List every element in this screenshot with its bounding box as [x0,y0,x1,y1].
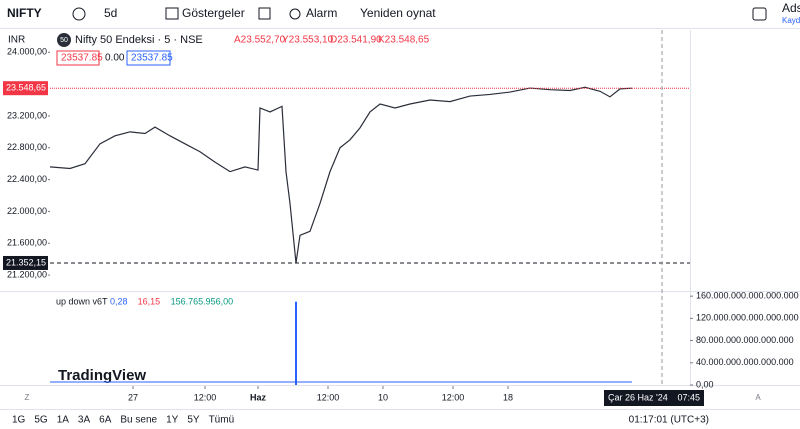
indicator-value: 0,28 [110,296,128,306]
cursor-label: Çar 26 Haz '24 [608,392,668,402]
indicator-value: 156.765.956,00 [171,296,234,306]
a-button[interactable]: A [755,393,761,402]
add-symbol[interactable] [72,7,86,21]
price-marker-bg [3,81,48,96]
cursor-time: 07:45 [677,392,700,402]
chart-title: Nifty 50 Endeksi · 5 · NSE [75,34,203,46]
replay[interactable]: Yeniden oynat [360,6,436,20]
indicators-icon[interactable] [165,7,179,20]
y-tick-label: 160.000.000.000.000.000 [696,291,799,301]
ohlc-low: D23.541,90 [330,35,382,46]
ohlc-high: Y23.553,10 [282,35,334,46]
x-tick-label: 12:00 [194,392,217,402]
indicator-title: up down v6T [56,296,108,306]
layouts[interactable] [258,7,271,20]
input-box[interactable] [126,50,171,66]
indicator-value: 16,15 [138,296,161,306]
range-button[interactable]: 3A [78,415,91,426]
y-tick-label: 21.600,00 [7,238,47,248]
y-tick-label: 21.200,00 [7,269,47,279]
user[interactable]: Adsı [782,1,800,15]
badge-bg [57,33,71,47]
watermark: TradingView [58,367,146,384]
ohlc-close: K23.548,65 [378,35,430,46]
interval[interactable]: 5d [104,6,117,20]
symbol-search[interactable]: NIFTY [7,6,42,20]
x-tick-label: 12:00 [442,392,465,402]
range-button[interactable]: 5Y [187,415,200,426]
clock: 01:17:01 (UTC+3) [629,415,709,426]
y-tick-label: 22.800,00 [7,142,47,152]
fullscreen[interactable] [752,7,767,21]
range-button[interactable]: 6A [99,415,112,426]
ohlc-open: A23.552,70 [234,35,286,46]
price-marker-bg [3,255,48,270]
price-line [49,86,633,264]
input-value[interactable]: 23537.85 [131,53,173,64]
y-tick-label: 120.000.000.000.000.000 [696,313,799,323]
user-sub[interactable]: Kayde [782,16,800,25]
alarm-icon[interactable] [289,8,301,20]
y-tick-label: 22.000,00 [7,206,47,216]
y-tick-label: 0,00 [696,379,714,389]
badge: 50 [60,37,68,44]
z-button[interactable]: Z [25,393,30,402]
indicators[interactable]: Göstergeler [182,6,245,20]
input-value: 0.00 [105,53,125,64]
y-tick-label: 24.000,00 [7,47,47,57]
x-tick-label: 10 [378,392,388,402]
range-button[interactable]: 5G [34,415,48,426]
y-tick-label: 22.400,00 [7,174,47,184]
price-marker-label: 21.352,15 [6,257,46,267]
currency[interactable]: INR [8,35,25,46]
volume-bar [295,301,297,385]
x-tick-label: 18 [503,392,513,402]
y-tick-label: 23.200,00 [7,110,47,120]
input-box[interactable] [56,50,100,66]
range-button[interactable]: Bu sene [120,415,157,426]
alarm[interactable]: Alarm [306,6,337,20]
range-button[interactable]: Tümü [209,415,235,426]
x-tick-label: 27 [128,392,138,402]
y-tick-label: 40.000.000.000.000.000 [696,357,794,367]
range-button[interactable]: 1Y [166,415,179,426]
price-marker-label: 23.548,65 [6,83,46,93]
range-button[interactable]: 1A [57,415,70,426]
range-buttons: 1G 5G 1A 3A 6A Bu sene 1Y 5Y Tümü [12,415,234,426]
x-tick-label: Haz [250,392,267,402]
y-tick-label: 80.000.000.000.000.000 [696,335,794,345]
input-value[interactable]: 23537.85 [61,53,103,64]
x-tick-label: 12:00 [317,392,340,402]
range-button[interactable]: 1G [12,415,26,426]
cursor-label-bg [604,390,704,406]
